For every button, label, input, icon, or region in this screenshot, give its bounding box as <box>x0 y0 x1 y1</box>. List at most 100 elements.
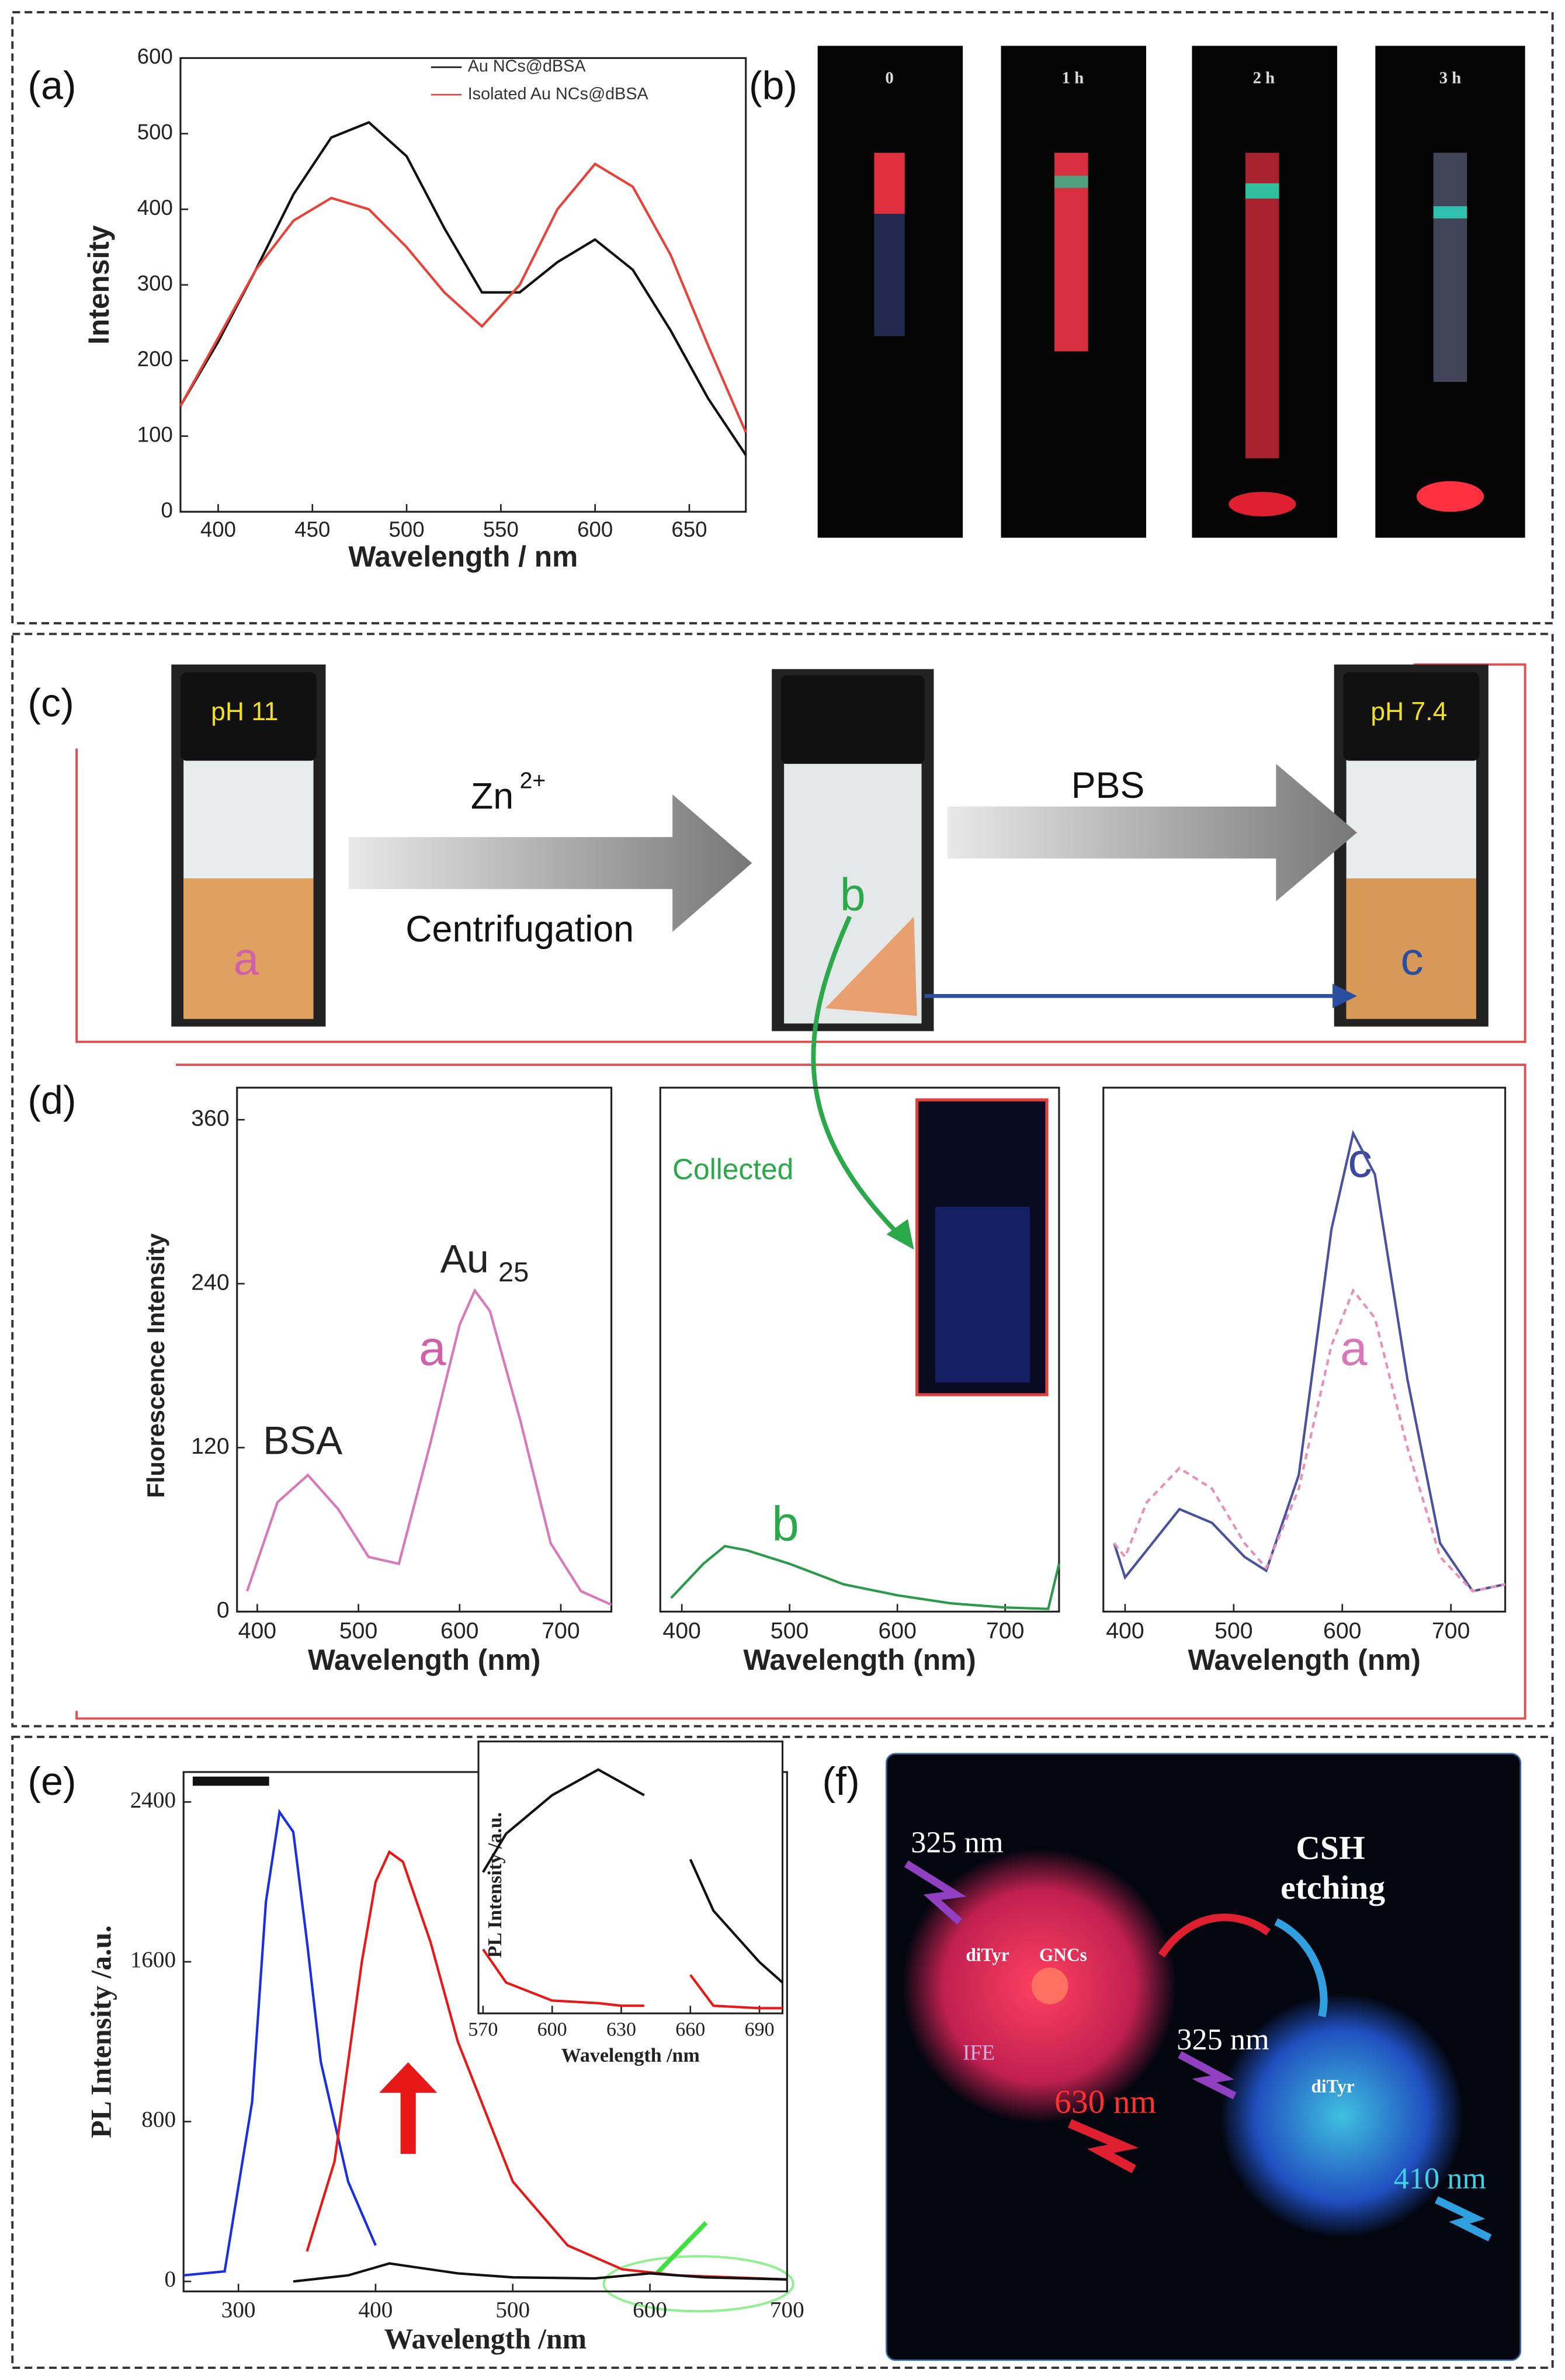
time-label: 1 h <box>1062 69 1084 88</box>
panel-labels: (a) (b) (c) (d) (e) (f) <box>27 64 859 1804</box>
y-tick-label: 0 <box>165 2267 176 2292</box>
data-line <box>183 1809 377 2277</box>
sample-label: b <box>840 869 866 920</box>
data-line <box>1113 1288 1506 1593</box>
legend-label: Isolated Au NCs@dBSA <box>468 85 649 103</box>
sample-label: a <box>234 933 259 985</box>
data-line <box>293 2262 787 2283</box>
data-line <box>482 1768 783 1984</box>
legend-label: Au NCs@dBSA <box>468 57 587 76</box>
effect-label: IFE <box>963 2040 995 2064</box>
peak-label: Au <box>440 1236 489 1281</box>
x-tick-label: 700 <box>542 1618 579 1644</box>
reagent: Zn <box>471 776 513 817</box>
x-tick-label: 400 <box>200 517 236 541</box>
scale-bar <box>192 1776 269 1786</box>
plot-frame <box>659 1086 1060 1613</box>
plot-frame <box>1102 1086 1507 1613</box>
plot-frame <box>236 1086 613 1613</box>
y-tick-label: 200 <box>137 347 173 371</box>
wavelength-label: 325 nm <box>911 1826 1003 1860</box>
y-tick-label: 2400 <box>130 1787 176 1812</box>
wavelength-label: 325 nm <box>1177 2023 1269 2056</box>
x-tick-label: 600 <box>633 2298 667 2323</box>
y-tick-label: 100 <box>137 422 173 446</box>
x-axis-label: Wavelength (nm) <box>308 1644 540 1676</box>
reagent-charge: 2+ <box>520 768 546 794</box>
y-tick-label: 600 <box>137 44 173 68</box>
y-tick-label: 360 <box>191 1106 229 1131</box>
y-tick-label: 0 <box>161 498 173 522</box>
curve-label: a <box>1340 1321 1368 1375</box>
photo-b <box>817 46 1525 538</box>
vial-label: pH 11 <box>211 697 278 726</box>
y-axis-label: PL Intensity /a.u. <box>484 1812 506 1958</box>
x-tick-label: 500 <box>1214 1618 1252 1644</box>
data-line <box>179 121 747 456</box>
x-tick-label: 400 <box>1106 1618 1144 1644</box>
reagent: PBS <box>1071 765 1145 806</box>
panel-label: (e) <box>27 1759 76 1804</box>
data-line <box>1113 1130 1506 1593</box>
x-tick-label: 400 <box>662 1618 700 1644</box>
y-tick-label: 500 <box>137 120 173 144</box>
step-label: Centrifugation <box>405 909 634 950</box>
panel-label: (b) <box>749 64 797 108</box>
x-tick-label: 400 <box>359 2298 393 2323</box>
x-tick-label: 650 <box>671 517 707 541</box>
reaction-label: CSH <box>1296 1830 1365 1867</box>
y-tick-label: 400 <box>137 196 173 220</box>
molecule-label: diTyr <box>1311 2076 1354 2097</box>
reaction-label: etching <box>1281 1870 1385 1906</box>
x-tick-label: 500 <box>495 2298 530 2323</box>
photo-f <box>886 1753 1522 2361</box>
y-tick-label: 300 <box>137 271 173 295</box>
peak-label-sub: 25 <box>498 1256 529 1287</box>
x-axis-label: Wavelength (nm) <box>743 1644 976 1676</box>
x-tick-label: 600 <box>577 517 613 541</box>
y-axis-label: Intensity <box>82 225 115 345</box>
panel-label: (c) <box>27 680 74 725</box>
vial-label: pH 7.4 <box>1370 697 1447 726</box>
panel-label: (d) <box>27 1078 76 1122</box>
x-tick-label: 690 <box>745 2019 775 2041</box>
x-tick-label: 500 <box>389 517 425 541</box>
vials <box>171 664 1488 1250</box>
y-tick-label: 1600 <box>130 1947 176 1972</box>
x-tick-label: 600 <box>1323 1618 1361 1644</box>
y-axis-label: PL Intensity /a.u. <box>85 1925 117 2138</box>
panel-label: (f) <box>823 1759 860 1804</box>
x-tick-label: 500 <box>771 1618 808 1644</box>
x-tick-label: 450 <box>294 517 330 541</box>
x-tick-label: 700 <box>1432 1618 1470 1644</box>
x-axis-label: Wavelength (nm) <box>1188 1644 1420 1676</box>
sample-label: c <box>1400 933 1423 985</box>
peak-label: BSA <box>263 1419 343 1463</box>
up-arrow <box>379 2062 438 2154</box>
x-tick-label: 600 <box>537 2019 567 2041</box>
data-line <box>670 1544 1060 1610</box>
panel-borders <box>11 11 1554 2369</box>
highlight <box>602 2255 794 2313</box>
plot-frame <box>179 57 747 513</box>
x-tick-label: 660 <box>675 2019 705 2041</box>
x-tick-label: 550 <box>483 517 519 541</box>
green-arrow <box>655 2221 708 2275</box>
panel-label: (a) <box>27 64 76 108</box>
x-axis-label: Wavelength /nm <box>561 2045 700 2066</box>
wavelength-label: 410 nm <box>1394 2162 1486 2195</box>
x-tick-label: 700 <box>986 1618 1024 1644</box>
annotation: Collected <box>672 1153 793 1186</box>
data-line <box>482 1948 783 2010</box>
molecule-label: diTyr <box>966 1945 1009 1965</box>
y-tick-label: 0 <box>217 1597 230 1623</box>
x-axis-label: Wavelength /nm <box>384 2323 587 2355</box>
x-tick-label: 600 <box>440 1618 478 1644</box>
time-label: 2 h <box>1253 69 1275 88</box>
plot-frame <box>477 1740 784 2014</box>
curve-label: a <box>419 1321 446 1375</box>
x-tick-label: 300 <box>221 2298 256 2323</box>
y-tick-label: 800 <box>141 2107 176 2132</box>
time-label: 3 h <box>1439 69 1462 88</box>
